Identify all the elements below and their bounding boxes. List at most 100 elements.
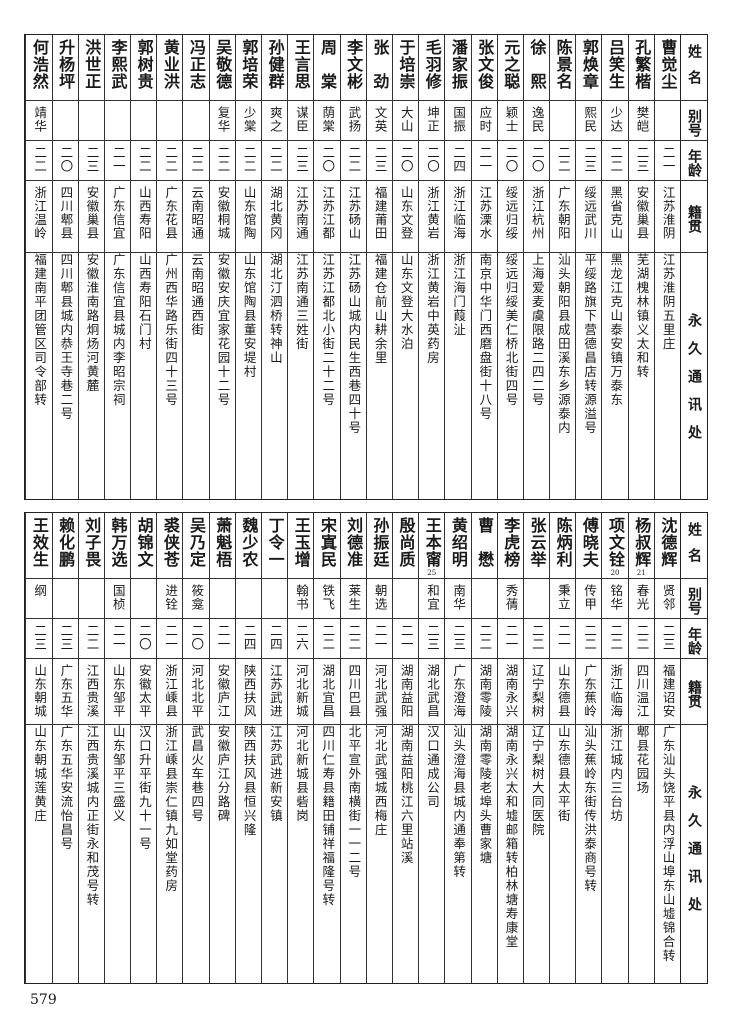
person-column: 潘家振 国振 二四 浙江临海 浙江海门葭沚	[444, 35, 471, 499]
person-name: 王效生	[29, 517, 49, 568]
person-alias: 应时	[477, 106, 493, 133]
person-age: 二〇	[529, 146, 545, 173]
person-alias-cell	[183, 101, 209, 141]
person-name-cell: 刘子畏	[78, 513, 104, 579]
person-address: 安徽庐江分路碑	[215, 725, 231, 823]
person-age: 二二	[320, 624, 336, 651]
person-name-cell: 升杨坪	[52, 35, 78, 101]
person-address-cell: 平绥路旗下营德昌店转源溢号	[576, 253, 601, 499]
person-age: 二四	[267, 624, 283, 651]
person-name: 宋寘民	[317, 517, 337, 568]
person-alias-cell: 朝选	[366, 579, 392, 619]
person-column: 张文俊 应时 二一 江苏溧水 南京中华门西磨盘街十八号	[470, 35, 497, 499]
person-column: 洪世正 二三 安徽巢县 安徽淮南路炯炀河黄麓	[77, 35, 104, 499]
person-name-cell: 洪世正	[78, 35, 104, 101]
person-hometown: 陕西扶风	[241, 664, 257, 718]
person-age-cell: 二〇	[392, 141, 419, 181]
person-age-cell: 二一	[471, 141, 497, 181]
person-age-cell: 二〇	[497, 141, 523, 181]
person-name-cell: 李文彬	[340, 35, 366, 101]
person-column: 杨叔辉 21 春光 二二 四川温江 郫县花园场	[627, 513, 654, 983]
person-address: 河北武强城西梅庄	[372, 725, 388, 837]
person-name-cell: 曹觉尘	[654, 35, 680, 101]
person-address-cell: 河北新城县砦岗	[288, 725, 313, 983]
person-address-cell: 湖南零陵老埠头曹家塘	[472, 725, 497, 983]
person-age: 二一	[110, 146, 126, 173]
person-alias: 少达	[608, 106, 624, 133]
person-age-cell: 二二	[602, 141, 628, 181]
person-hometown-cell: 四川郫县	[52, 181, 78, 253]
person-age: 二〇	[424, 146, 440, 173]
person-address-cell: 湖南益阳桃江六里站溪	[393, 725, 418, 983]
person-address: 安徽安庆宜家花园十二号	[215, 253, 231, 407]
person-column: 丁令一 二四 江苏武进 江苏武进新安镇	[261, 513, 288, 983]
person-age: 二〇	[58, 146, 74, 173]
person-column: 裘侠苍 进铨 二一 浙江嵊县 浙江嵊县崇仁镇九如堂药房	[156, 513, 183, 983]
person-name-cell: 殷尚质	[392, 513, 419, 579]
person-address: 广东五华安流怡昌号	[58, 725, 74, 851]
person-address-cell: 陕西扶风县恒兴隆	[236, 725, 261, 983]
person-name: 项文铨	[606, 517, 626, 568]
header-cell-address: 永久通讯处	[681, 253, 707, 499]
person-hometown: 绥远武川	[582, 186, 598, 240]
person-hometown: 湖南永兴	[503, 664, 519, 718]
person-column: 周 棠荫棠 二〇 江苏江都 江苏江都北小街二十二号	[313, 35, 340, 499]
person-hometown: 山东德县	[555, 664, 571, 718]
roster-table-bottom: 姓名 别号 年龄 籍贯 永久通讯处 沈德辉 贤邻 二三 福建诏安 广东汕头饶平县内浮山埠东山墟锦合…	[24, 512, 708, 984]
person-hometown: 山西寿阳	[136, 186, 152, 240]
person-name-cell: 项文铨 20	[602, 513, 628, 579]
person-age-cell: 二四	[445, 141, 471, 181]
person-column: 陈炳利 秉立 二一 山东德县 山东德县太平街	[549, 513, 576, 983]
person-age: 二三	[424, 624, 440, 651]
person-name: 陈炳利	[553, 517, 573, 568]
person-address: 平绥路旗下营德昌店转源溢号	[582, 253, 598, 435]
person-hometown: 江苏砀山	[346, 186, 362, 240]
person-name-cell: 王玉增	[288, 513, 314, 579]
person-age-cell: 二二	[131, 141, 157, 181]
person-age: 二〇	[398, 146, 414, 173]
person-address-cell: 福建仓前山耕余里	[367, 253, 392, 499]
person-hometown: 广东花县	[163, 186, 179, 240]
person-column: 郭培荣 少棠 二二 山东馆陶 山东馆陶县董安堤村	[234, 35, 261, 499]
person-address: 湖北汀泗桥转神山	[267, 253, 283, 365]
person-address: 山东文登大水泊	[398, 253, 414, 351]
person-alias: 国振	[451, 106, 467, 133]
person-hometown: 江苏溧水	[477, 186, 493, 240]
person-age-cell: 二〇	[52, 141, 78, 181]
person-hometown: 浙江嵊县	[163, 664, 179, 718]
header-label-name: 姓名	[686, 521, 702, 574]
person-hometown: 安徽巢县	[634, 186, 650, 240]
person-alias-cell: 贤邻	[654, 579, 680, 619]
person-age: 二〇	[189, 624, 205, 651]
person-hometown-cell: 福建莆田	[366, 181, 392, 253]
person-alias: 樊皑	[634, 106, 650, 133]
person-name-cell: 徐 熙	[523, 35, 550, 101]
person-age-cell: 二一	[497, 619, 523, 659]
person-alias: 铁飞	[320, 584, 336, 611]
person-name: 周 棠	[317, 39, 337, 90]
person-hometown-cell: 河北新城	[288, 659, 314, 725]
person-address: 汉口通成公司	[424, 725, 440, 809]
person-note: 20	[610, 569, 620, 577]
person-hometown-cell: 山东馆陶	[235, 181, 261, 253]
person-alias-cell: 武扬	[340, 101, 366, 141]
person-name-cell: 王本甯 25	[419, 513, 445, 579]
person-address: 广州西华路乐街四十三号	[163, 253, 179, 407]
header-cell-age: 年龄	[681, 141, 707, 181]
person-hometown: 河北新城	[294, 664, 310, 718]
person-alias: 纲	[32, 584, 48, 598]
person-age: 二三	[32, 624, 48, 651]
person-age-cell: 二二	[471, 619, 497, 659]
person-name-cell: 萧魁梧	[209, 513, 235, 579]
person-alias: 大山	[398, 106, 414, 133]
person-age: 二二	[241, 146, 257, 173]
person-age-cell: 二三	[576, 141, 602, 181]
person-name-cell: 赖化鹏	[52, 513, 78, 579]
person-name: 洪世正	[82, 39, 102, 90]
person-alias-cell: 靖华	[26, 101, 52, 141]
person-name: 何浩然	[29, 39, 49, 90]
person-age-cell: 二三	[628, 141, 654, 181]
person-address-cell: 江苏砀山城内民生西巷四十号	[341, 253, 366, 499]
person-column: 陈景名 二二 广东朝阳 汕头朝阳县成田溪东乡源泰内	[549, 35, 576, 499]
header-column: 姓名 别号 年龄 籍贯 永久通讯处	[680, 513, 707, 983]
